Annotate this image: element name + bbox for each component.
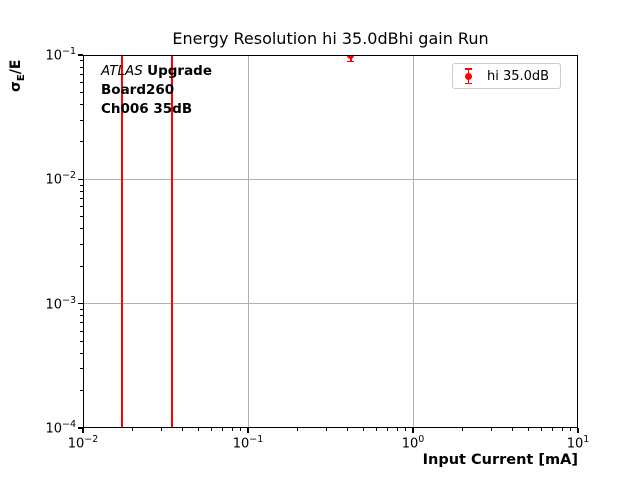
x-minor-tick — [221, 428, 223, 431]
x-minor-tick — [396, 428, 398, 431]
x-minor-tick — [561, 428, 563, 431]
y-gridline — [83, 178, 578, 180]
data-point — [347, 55, 355, 59]
annotation-brand: ATLAS — [101, 63, 143, 79]
annotation-line-3: Ch006 35dB — [101, 101, 193, 117]
x-minor-tick — [231, 428, 233, 431]
y-minor-tick — [80, 141, 83, 143]
x-major-tick — [412, 428, 414, 433]
x-tick-label: 10−2 — [67, 434, 99, 452]
x-minor-tick — [239, 428, 241, 431]
x-axis-label: Input Current [mA] — [422, 452, 578, 468]
y-minor-tick — [80, 82, 83, 84]
plot-area — [83, 55, 578, 428]
y-minor-tick — [80, 184, 83, 186]
y-major-tick — [78, 427, 83, 429]
y-axis-label: σE/E — [8, 60, 27, 92]
legend-label: hi 35.0dB — [487, 68, 550, 84]
y-tick-label: 10−3 — [45, 294, 76, 312]
errorbar-cap-bottom — [465, 82, 472, 84]
y-minor-tick — [80, 66, 83, 68]
y-minor-tick — [80, 73, 83, 75]
chart-title: Energy Resolution hi 35.0dBhi gain Run — [172, 29, 489, 48]
y-minor-tick — [80, 243, 83, 245]
y-minor-tick — [80, 330, 83, 332]
threshold-vline — [120, 55, 123, 428]
x-minor-tick — [551, 428, 553, 431]
y-minor-tick — [80, 103, 83, 105]
y-tick-label: 10−4 — [45, 419, 76, 437]
x-tick-label: 101 — [566, 434, 590, 452]
y-minor-tick — [80, 390, 83, 392]
y-gridline — [83, 427, 578, 428]
x-minor-tick — [297, 428, 299, 431]
x-minor-tick — [132, 428, 134, 431]
x-minor-tick — [540, 428, 542, 431]
x-minor-tick — [527, 428, 529, 431]
errorbar-cap-top — [465, 68, 472, 70]
y-minor-tick — [80, 228, 83, 230]
y-minor-tick — [80, 322, 83, 324]
x-gridline — [247, 55, 249, 428]
y-major-tick — [78, 303, 83, 305]
y-minor-tick — [80, 216, 83, 218]
x-minor-tick — [375, 428, 377, 431]
x-minor-tick — [161, 428, 163, 431]
errorbar-marker-icon — [462, 67, 475, 85]
x-minor-tick — [491, 428, 493, 431]
x-minor-tick — [181, 428, 183, 431]
y-tick-label: 10−1 — [45, 46, 76, 64]
x-minor-tick — [511, 428, 513, 431]
x-minor-tick — [404, 428, 406, 431]
y-minor-tick — [80, 198, 83, 200]
y-minor-tick — [80, 315, 83, 317]
x-minor-tick — [362, 428, 364, 431]
x-minor-tick — [210, 428, 212, 431]
y-minor-tick — [80, 91, 83, 93]
y-major-tick — [78, 54, 83, 56]
threshold-vline — [171, 55, 174, 428]
y-minor-tick — [80, 206, 83, 208]
y-minor-tick — [80, 352, 83, 354]
x-major-tick — [577, 428, 579, 433]
y-minor-tick — [80, 60, 83, 62]
y-minor-tick — [80, 119, 83, 121]
x-minor-tick — [462, 428, 464, 431]
x-minor-tick — [386, 428, 388, 431]
annotation-upgrade: Upgrade — [147, 63, 213, 79]
errorbar-cap-low — [347, 60, 355, 63]
x-gridline — [577, 55, 578, 428]
x-minor-tick — [197, 428, 199, 431]
y-tick-label: 10−2 — [45, 170, 76, 188]
y-minor-tick — [80, 368, 83, 370]
y-minor-tick — [80, 265, 83, 267]
y-gridline — [83, 55, 578, 56]
y-minor-tick — [80, 340, 83, 342]
x-gridline — [412, 55, 414, 428]
y-gridline — [83, 303, 578, 305]
legend: hi 35.0dB — [452, 63, 562, 89]
y-axis-label-subscript: E — [15, 74, 27, 82]
x-minor-tick — [326, 428, 328, 431]
y-axis-label-suffix: /E — [8, 59, 24, 75]
y-axis-label-symbol: σ — [8, 81, 24, 92]
x-major-tick — [247, 428, 249, 433]
y-major-tick — [78, 178, 83, 180]
x-tick-label: 100 — [401, 434, 425, 452]
x-tick-label: 10−1 — [232, 434, 264, 452]
x-major-tick — [82, 428, 84, 433]
annotation-line-1: ATLAS Upgrade — [101, 62, 212, 81]
y-minor-tick — [80, 190, 83, 192]
atlas-annotation: ATLAS Upgrade Board260 Ch006 35dB — [101, 62, 212, 119]
x-minor-tick — [569, 428, 571, 431]
errorbar-dot — [465, 72, 472, 80]
x-gridline — [83, 55, 84, 428]
x-minor-tick — [346, 428, 348, 431]
annotation-line-2: Board260 — [101, 82, 175, 98]
y-minor-tick — [80, 308, 83, 310]
